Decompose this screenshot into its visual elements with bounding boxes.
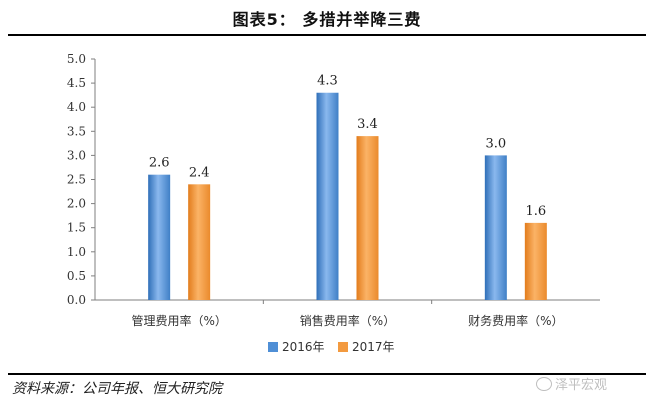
bar-series1 <box>316 92 339 301</box>
y-tick-label: 3.0 <box>67 148 86 162</box>
legend-label: 2016年 <box>282 340 325 354</box>
data-label: 2.4 <box>189 165 210 180</box>
y-tick-label: 5.0 <box>67 52 86 66</box>
watermark-text: 泽平宏观 <box>555 378 608 393</box>
bar-series2 <box>356 136 379 300</box>
bar-series2 <box>524 222 547 300</box>
x-category-label: 财务费用率（%） <box>468 313 563 328</box>
y-tick-label: 2.5 <box>67 173 86 187</box>
legend-swatch <box>268 342 278 352</box>
data-label: 3.0 <box>485 136 506 151</box>
bar-series1 <box>484 155 507 300</box>
data-label: 1.6 <box>525 204 546 219</box>
footer-divider <box>8 373 646 375</box>
y-tick-label: 2.0 <box>67 197 86 211</box>
y-tick-label: 0.0 <box>67 293 86 307</box>
title-divider <box>8 34 646 36</box>
bar-series2 <box>188 184 211 300</box>
y-tick-label: 3.5 <box>67 124 86 138</box>
y-tick-label: 4.5 <box>67 76 86 90</box>
data-label: 3.4 <box>357 117 378 132</box>
legend-label: 2017年 <box>352 340 395 354</box>
bar-series1 <box>148 174 171 300</box>
chart-title: 图表5： 多措并举降三费 <box>232 10 422 29</box>
legend-swatch <box>338 342 348 352</box>
y-tick-label: 0.5 <box>67 269 86 283</box>
x-category-label: 管理费用率（%） <box>131 313 226 328</box>
watermark: 泽平宏观 <box>536 374 607 393</box>
y-tick-label: 4.0 <box>67 100 86 114</box>
bar-chart: 0.0 0.5 1.0 1.5 2.0 2.5 3.0 3.5 4.0 4.5 5.0 2.6 2.4 管… <box>67 52 600 354</box>
y-tick-label: 1.0 <box>67 245 86 259</box>
wechat-icon <box>536 377 552 391</box>
data-label: 4.3 <box>317 74 338 89</box>
y-tick-label: 1.5 <box>67 221 86 235</box>
data-label: 2.6 <box>149 156 170 171</box>
source-note: 资料来源：公司年报、恒大研究院 <box>12 381 222 397</box>
x-category-label: 销售费用率（%） <box>300 313 395 328</box>
